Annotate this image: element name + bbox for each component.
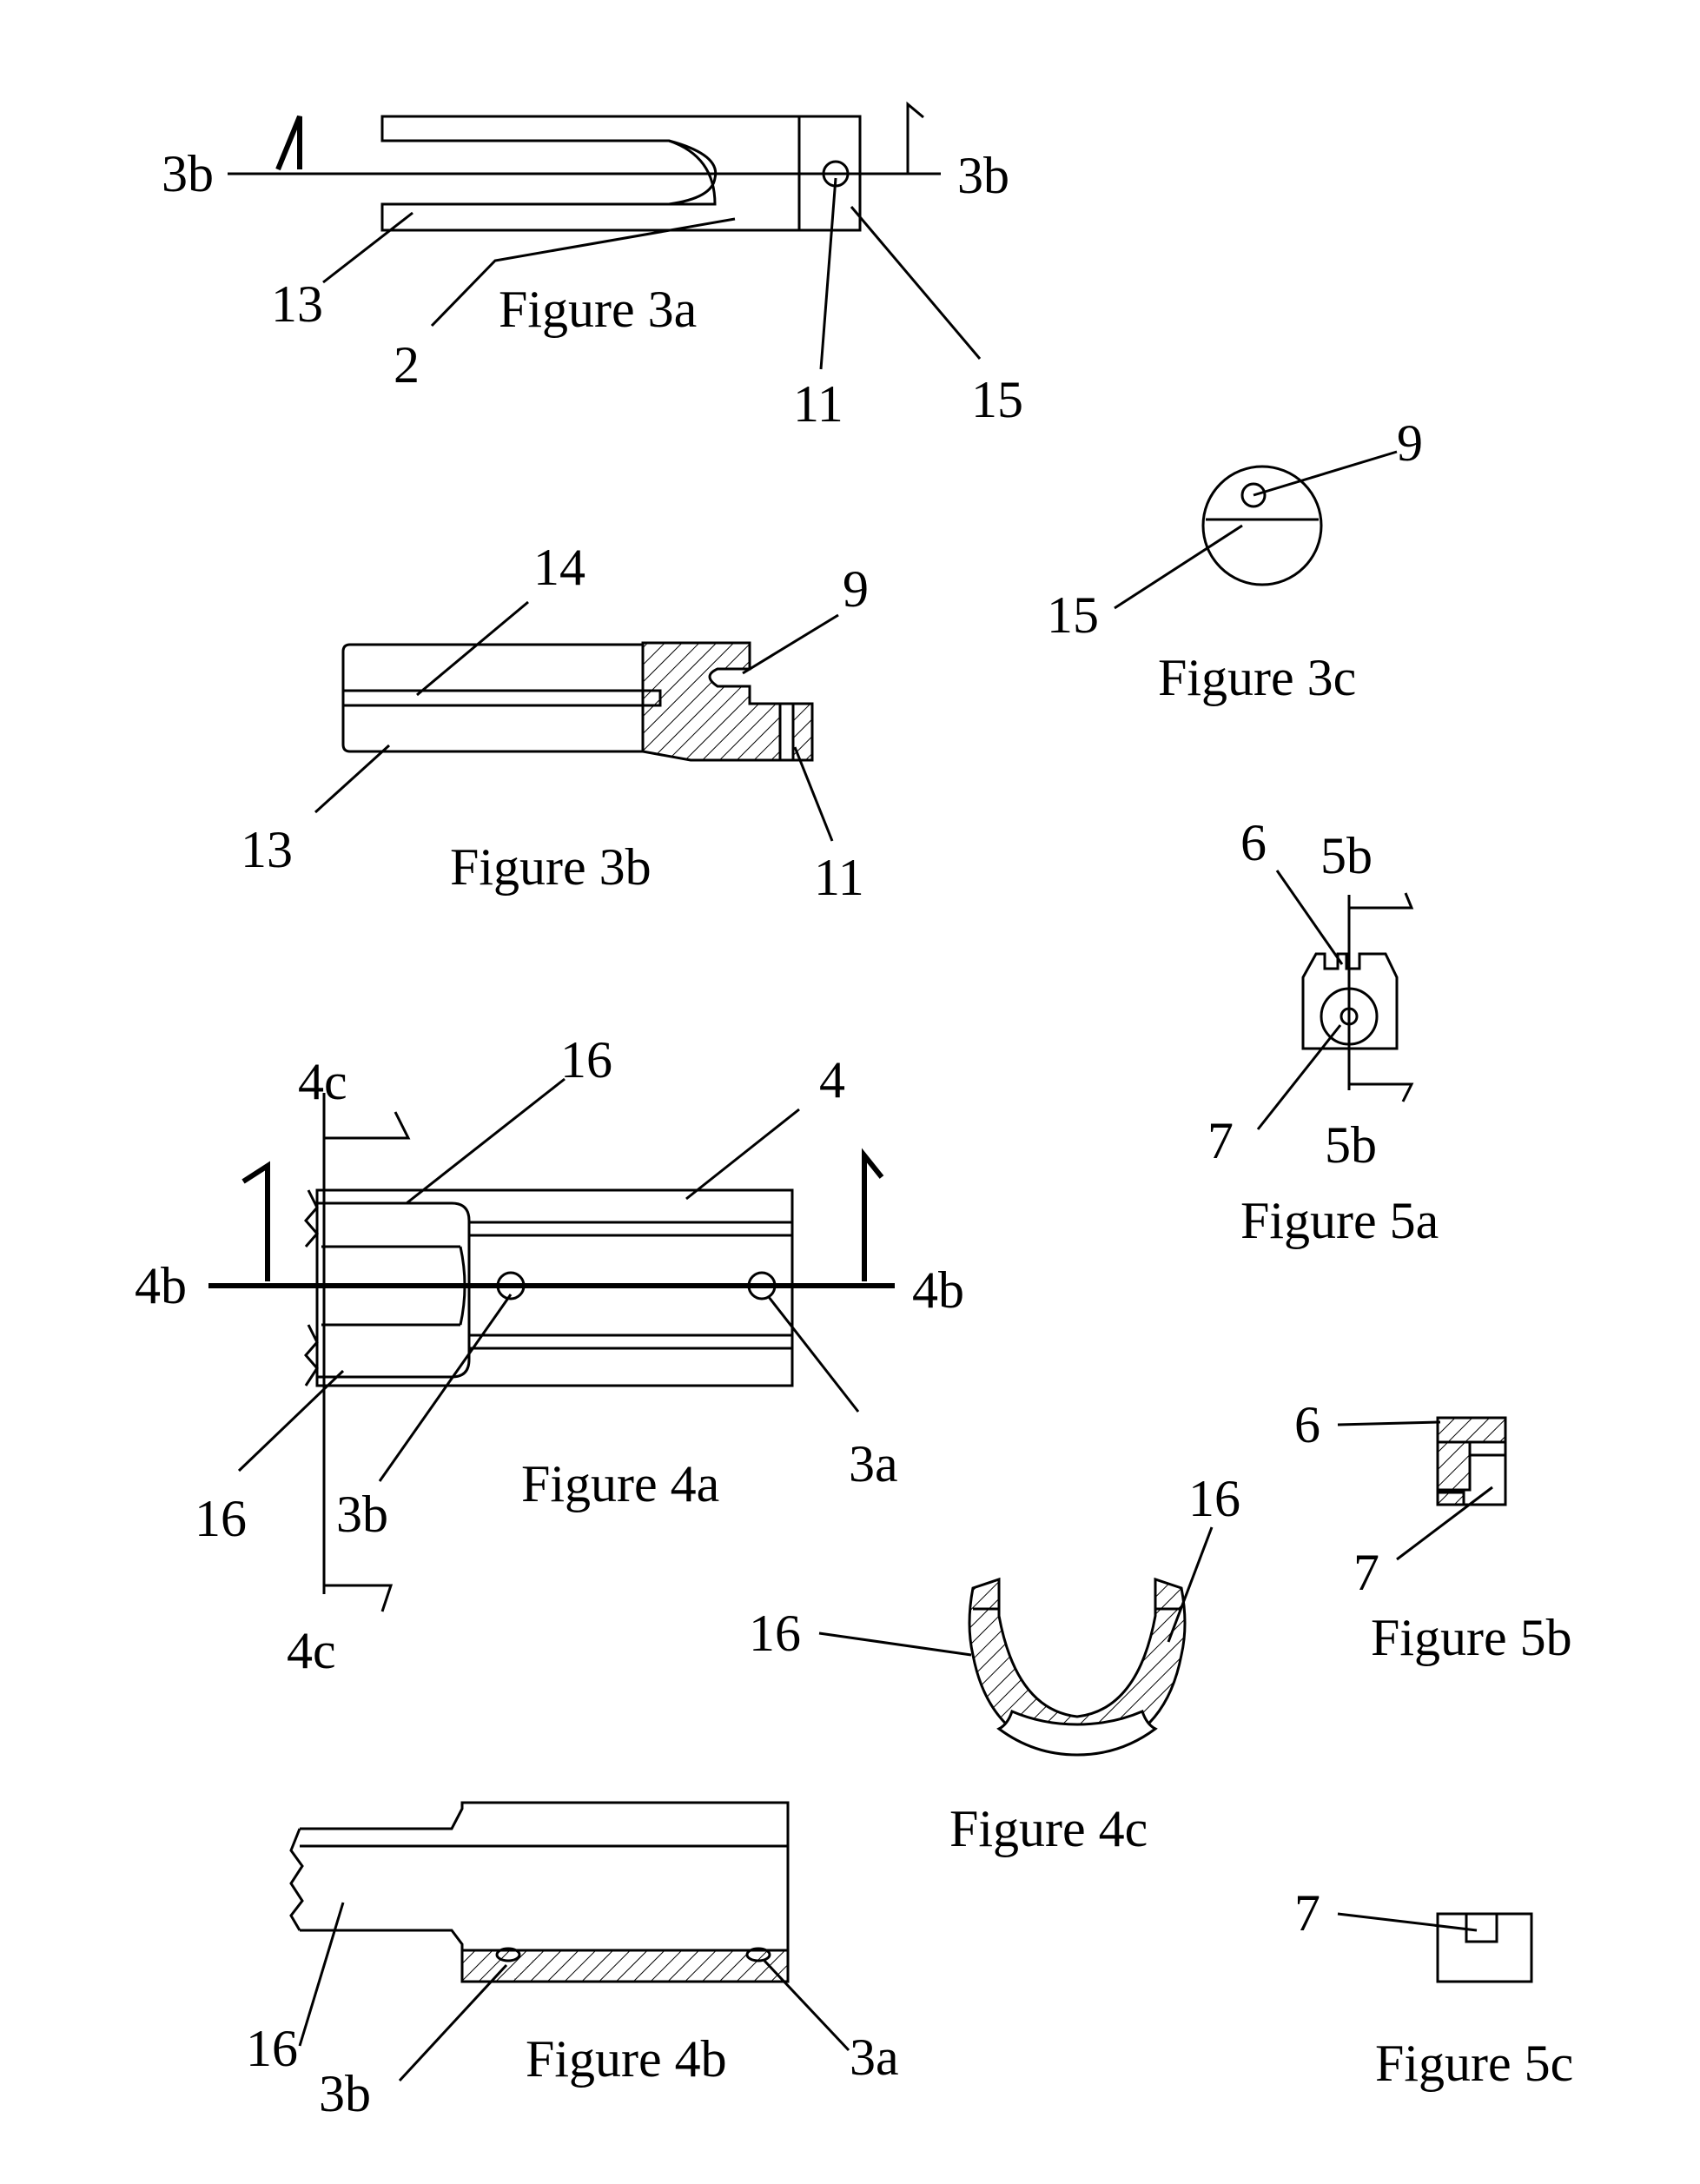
figure-3b: 14 9 13 11 Figure 3b bbox=[241, 539, 869, 906]
figure-caption-3a: Figure 3a bbox=[499, 281, 697, 338]
figure-4c: 16 16 Figure 4c bbox=[749, 1470, 1240, 1857]
ref-label-16-bottom: 16 bbox=[195, 1490, 247, 1547]
figure-5c: 7 Figure 5c bbox=[1294, 1884, 1573, 2092]
ref-label-3b: 3b bbox=[336, 1486, 388, 1543]
section-label-4b-left: 4b bbox=[135, 1257, 187, 1314]
figure-4b: 16 3b 3a Figure 4b bbox=[246, 1803, 899, 2122]
insert-part-section-view bbox=[1438, 1418, 1505, 1505]
ref-label-16-left: 16 bbox=[749, 1605, 801, 1662]
insert-part-bottom-view bbox=[1438, 1914, 1531, 1982]
ref-label-15: 15 bbox=[1047, 586, 1099, 644]
section-line-3b bbox=[228, 104, 941, 174]
figure-caption-3c: Figure 3c bbox=[1158, 649, 1356, 706]
figure-caption-3b: Figure 3b bbox=[450, 838, 652, 896]
figure-3c: 9 15 Figure 3c bbox=[1047, 414, 1423, 706]
ref-label-6: 6 bbox=[1240, 814, 1267, 871]
ref-label-11: 11 bbox=[814, 849, 864, 906]
figure-4a: 4c 4c 4b 4b 16 4 16 3b 3a Figure 4a bbox=[135, 1031, 964, 1679]
figure-caption-5a: Figure 5a bbox=[1240, 1192, 1439, 1249]
figure-5a: 6 5b 7 5b Figure 5a bbox=[1207, 814, 1439, 1249]
ref-label-7: 7 bbox=[1294, 1884, 1320, 1942]
ref-label-16-right: 16 bbox=[1188, 1470, 1240, 1527]
section-label-5b-top: 5b bbox=[1320, 827, 1373, 884]
ref-label-7: 7 bbox=[1207, 1112, 1234, 1169]
figure-3a: 3b 3b 13 2 11 15 Figure 3a bbox=[162, 104, 1023, 433]
ref-label-3a: 3a bbox=[849, 1435, 898, 1492]
sleeve-part-section-view bbox=[291, 1803, 788, 1982]
figure-5b: 6 7 Figure 5b bbox=[1294, 1396, 1572, 1666]
figure-caption-4a: Figure 4a bbox=[521, 1455, 719, 1512]
section-label-4c-top: 4c bbox=[298, 1053, 347, 1110]
ref-label-7: 7 bbox=[1353, 1544, 1379, 1601]
figure-caption-5b: Figure 5b bbox=[1371, 1609, 1572, 1666]
section-label-3b-left: 3b bbox=[162, 145, 214, 202]
ref-label-13: 13 bbox=[241, 821, 293, 878]
hatched-head-region bbox=[643, 643, 780, 760]
section-label-3b-right: 3b bbox=[957, 147, 1009, 204]
ref-label-13: 13 bbox=[271, 275, 323, 333]
ref-label-6: 6 bbox=[1294, 1396, 1320, 1453]
hatched-wall-region bbox=[462, 1950, 788, 1982]
ref-label-4: 4 bbox=[819, 1051, 845, 1109]
figure-caption-4b: Figure 4b bbox=[526, 2030, 727, 2088]
ref-label-3b: 3b bbox=[319, 2065, 371, 2122]
section-line-5b bbox=[1349, 893, 1412, 1102]
ref-label-15: 15 bbox=[971, 371, 1023, 428]
section-label-4c-bottom: 4c bbox=[287, 1622, 336, 1679]
sleeve-cross-section bbox=[969, 1579, 1185, 1755]
ref-label-11: 11 bbox=[793, 375, 843, 433]
ref-label-14: 14 bbox=[533, 539, 585, 596]
figure-caption-4c: Figure 4c bbox=[949, 1800, 1148, 1857]
section-label-5b-bottom: 5b bbox=[1325, 1116, 1377, 1174]
fork-part-section-view bbox=[343, 643, 812, 760]
end-view-circle bbox=[1203, 467, 1321, 585]
ref-label-16-top: 16 bbox=[560, 1031, 612, 1089]
ref-label-2: 2 bbox=[394, 336, 420, 394]
ref-label-16: 16 bbox=[246, 2020, 298, 2077]
section-label-4b-right: 4b bbox=[912, 1261, 964, 1319]
ref-label-3a: 3a bbox=[850, 2028, 899, 2086]
figure-caption-5c: Figure 5c bbox=[1375, 2035, 1573, 2092]
ref-label-9: 9 bbox=[843, 560, 869, 618]
ref-label-9: 9 bbox=[1397, 414, 1423, 472]
